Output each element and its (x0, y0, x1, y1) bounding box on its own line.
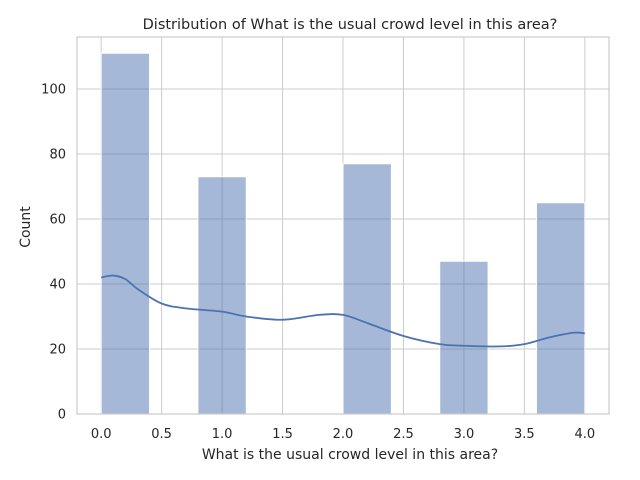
x-tick-label: 0.0 (91, 427, 112, 442)
histogram-bar (100, 52, 151, 415)
y-axis-label: Count (18, 206, 34, 248)
y-tick-labels: 0 20 40 60 80 100 (41, 83, 66, 423)
histogram-bar (197, 176, 247, 415)
axes-frame (76, 36, 610, 415)
y-tick-label: 0 (58, 408, 66, 423)
x-tick-label: 2.0 (333, 427, 354, 442)
x-tick-label: 3.5 (514, 427, 535, 442)
axes-border (76, 36, 610, 415)
x-axis-label: What is the usual crowd level in this ar… (202, 447, 498, 463)
y-tick-label: 60 (49, 213, 66, 228)
x-tick-label: 1.5 (272, 427, 293, 442)
histogram-bar (535, 202, 586, 415)
chart-title: Distribution of What is the usual crowd … (143, 17, 558, 33)
histogram-bars (100, 52, 586, 415)
histogram-bar (439, 260, 489, 415)
kde-line (101, 274, 585, 348)
x-tick-label: 3.0 (454, 427, 475, 442)
x-tick-label: 4.0 (574, 427, 595, 442)
x-tick-label: 0.5 (151, 427, 172, 442)
x-tick-label: 2.5 (393, 427, 414, 442)
y-tick-label: 40 (49, 278, 66, 293)
x-tick-label: 1.0 (212, 427, 233, 442)
x-tick-labels: 0.0 0.5 1.0 1.5 2.0 2.5 3.0 3.5 4.0 (91, 427, 595, 442)
y-tick-label: 20 (49, 343, 66, 358)
y-tick-label: 100 (41, 83, 66, 98)
histogram-bar (342, 163, 392, 415)
y-tick-label: 80 (49, 148, 66, 163)
